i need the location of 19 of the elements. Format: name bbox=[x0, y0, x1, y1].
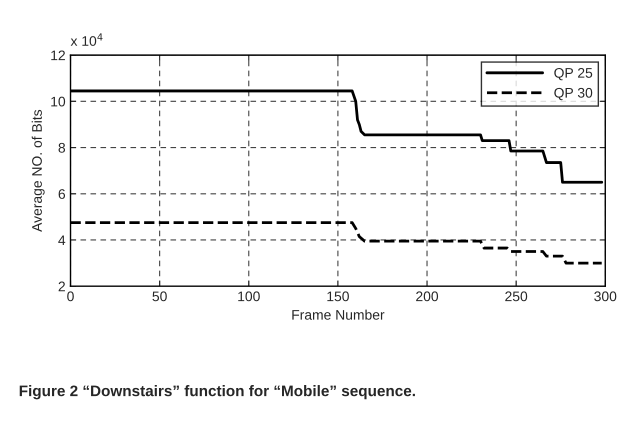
y-tick-label: 6 bbox=[58, 189, 66, 199]
y-tick-label: 12 bbox=[51, 50, 65, 60]
y-tick-label: 2 bbox=[58, 282, 65, 292]
x-axis-title: Frame Number bbox=[292, 310, 384, 320]
x-tick-label: 0 bbox=[67, 291, 74, 302]
y-axis-title: Average NO. of Bits bbox=[32, 110, 45, 232]
legend-label: QP 25 bbox=[554, 68, 592, 80]
x-tick-label: 250 bbox=[505, 291, 528, 302]
legend-label: QP 30 bbox=[554, 88, 592, 100]
x-tick-label: 150 bbox=[327, 291, 349, 302]
y-tick-label: 8 bbox=[58, 142, 66, 153]
x-tick-label: 300 bbox=[594, 291, 616, 302]
x-tick-label: 200 bbox=[416, 291, 438, 302]
x-tick-label: 50 bbox=[152, 291, 167, 302]
y-tick-label: 4 bbox=[58, 235, 66, 246]
x-tick-label: 100 bbox=[238, 291, 260, 302]
text: x 10$^{4}$ bbox=[70, 33, 103, 46]
caption: Figure 2 “Downstairs” function for “Mobile” sequence. bbox=[20, 385, 415, 400]
y-tick-label: 10 bbox=[51, 96, 66, 107]
